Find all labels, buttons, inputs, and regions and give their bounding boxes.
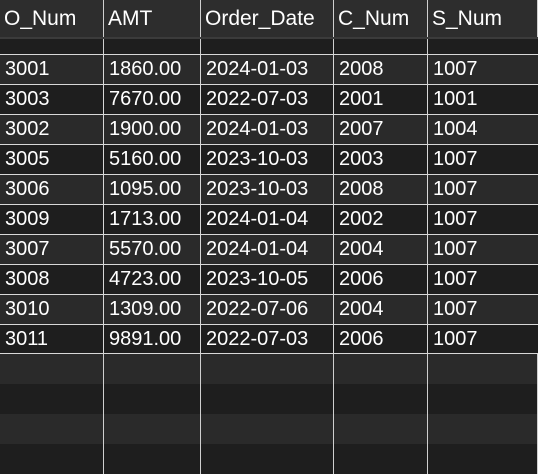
cell-amt[interactable]: 1860.00 <box>104 55 201 84</box>
empty-cell <box>334 414 428 444</box>
cell-s-num[interactable]: 1007 <box>433 208 478 230</box>
cell-c-num[interactable]: 2006 <box>334 265 428 294</box>
table-row[interactable]: 3005 5160.00 2023-10-03 2003 1007 <box>0 144 538 174</box>
cell-order-date[interactable]: 2024-01-04 <box>201 205 334 234</box>
cell-amt[interactable]: 5160.00 <box>104 145 201 174</box>
empty-cell <box>334 384 428 414</box>
empty-cell <box>0 384 104 414</box>
header-row: O_Num AMT Order_Date C_Num S_Num <box>0 0 538 37</box>
cell-s-num[interactable]: 1007 <box>433 268 478 290</box>
cell-s-num[interactable]: 1007 <box>433 148 478 170</box>
column-header-order-date[interactable]: Order_Date <box>201 0 334 37</box>
cell-amt[interactable]: 1095.00 <box>104 175 201 204</box>
empty-cell <box>0 444 104 474</box>
empty-cell <box>334 39 428 54</box>
cell-c-num[interactable]: 2004 <box>334 235 428 264</box>
cell-o-num[interactable]: 3006 <box>0 175 104 204</box>
grid-gap <box>0 39 538 54</box>
cell-order-date[interactable]: 2022-07-03 <box>201 85 334 114</box>
table-row[interactable]: 3003 7670.00 2022-07-03 2001 1001 <box>0 84 538 114</box>
empty-cell <box>201 39 334 54</box>
cell-o-num[interactable]: 3005 <box>0 145 104 174</box>
empty-row <box>0 354 538 384</box>
cell-order-date[interactable]: 2024-01-03 <box>201 55 334 84</box>
column-header-amt[interactable]: AMT <box>104 0 201 37</box>
cell-o-num[interactable]: 3009 <box>0 205 104 234</box>
cell-amt[interactable]: 9891.00 <box>104 325 201 353</box>
empty-cell <box>428 444 538 474</box>
cell-c-num[interactable]: 2008 <box>334 55 428 84</box>
cell-order-date[interactable]: 2023-10-03 <box>201 175 334 204</box>
cell-c-num[interactable]: 2004 <box>334 295 428 324</box>
empty-cell <box>104 39 201 54</box>
empty-cell <box>428 39 538 54</box>
cell-o-num[interactable]: 3008 <box>0 265 104 294</box>
cell-o-num[interactable]: 3003 <box>0 85 104 114</box>
cell-o-num[interactable]: 3010 <box>0 295 104 324</box>
cell-order-date[interactable]: 2023-10-05 <box>201 265 334 294</box>
cell-s-num[interactable]: 1007 <box>433 327 478 350</box>
table-row[interactable]: 3006 1095.00 2023-10-03 2008 1007 <box>0 174 538 204</box>
column-header-s-num[interactable]: S_Num <box>428 0 538 37</box>
cell-s-num[interactable]: 1004 <box>433 118 478 140</box>
cell-amt[interactable]: 7670.00 <box>104 85 201 114</box>
empty-cell <box>0 414 104 444</box>
cell-c-num[interactable]: 2001 <box>334 85 428 114</box>
table-row[interactable]: 3007 5570.00 2024-01-04 2004 1007 <box>0 234 538 264</box>
cell-order-date[interactable]: 2023-10-03 <box>201 145 334 174</box>
cell-c-num[interactable]: 2006 <box>334 325 428 353</box>
empty-cell <box>104 384 201 414</box>
cell-o-num[interactable]: 3002 <box>0 115 104 144</box>
empty-cell <box>0 39 104 54</box>
empty-cell <box>428 384 538 414</box>
empty-cell <box>334 444 428 474</box>
cell-o-num[interactable]: 3011 <box>0 325 104 353</box>
empty-row <box>0 384 538 414</box>
header-divider <box>0 37 538 39</box>
cell-s-num[interactable]: 1001 <box>433 88 478 110</box>
cell-amt[interactable]: 1309.00 <box>104 295 201 324</box>
empty-row <box>0 444 538 474</box>
column-header-c-num[interactable]: C_Num <box>334 0 428 37</box>
cell-s-num[interactable]: 1007 <box>433 58 478 80</box>
table-row[interactable]: 3001 1860.00 2024-01-03 2008 1007 <box>0 54 538 84</box>
cell-amt[interactable]: 4723.00 <box>104 265 201 294</box>
empty-cell <box>104 354 201 384</box>
empty-cell <box>104 414 201 444</box>
cell-amt[interactable]: 1900.00 <box>104 115 201 144</box>
cell-order-date[interactable]: 2022-07-06 <box>201 295 334 324</box>
cell-s-num[interactable]: 1007 <box>433 178 478 200</box>
empty-cell <box>428 354 538 384</box>
cell-order-date[interactable]: 2024-01-04 <box>201 235 334 264</box>
empty-cell <box>334 354 428 384</box>
cell-o-num[interactable]: 3001 <box>0 55 104 84</box>
cell-order-date[interactable]: 2022-07-03 <box>201 325 334 353</box>
empty-cell <box>201 444 334 474</box>
empty-cell <box>104 444 201 474</box>
table-row[interactable]: 3002 1900.00 2024-01-03 2007 1004 <box>0 114 538 144</box>
cell-s-num[interactable]: 1007 <box>433 298 478 320</box>
empty-cell <box>0 354 104 384</box>
column-header-o-num[interactable]: O_Num <box>0 0 104 37</box>
table-row[interactable]: 3009 1713.00 2024-01-04 2002 1007 <box>0 204 538 234</box>
cell-c-num[interactable]: 2008 <box>334 175 428 204</box>
cell-order-date[interactable]: 2024-01-03 <box>201 115 334 144</box>
table-row[interactable]: 3011 9891.00 2022-07-03 2006 1007 <box>0 324 538 354</box>
empty-cell <box>201 354 334 384</box>
cell-amt[interactable]: 1713.00 <box>104 205 201 234</box>
empty-cell <box>428 414 538 444</box>
cell-amt[interactable]: 5570.00 <box>104 235 201 264</box>
empty-cell <box>201 384 334 414</box>
cell-c-num[interactable]: 2007 <box>334 115 428 144</box>
empty-cell <box>201 414 334 444</box>
cell-c-num[interactable]: 2003 <box>334 145 428 174</box>
cell-c-num[interactable]: 2002 <box>334 205 428 234</box>
cell-s-num[interactable]: 1007 <box>433 238 478 260</box>
table-row[interactable]: 3010 1309.00 2022-07-06 2004 1007 <box>0 294 538 324</box>
cell-o-num[interactable]: 3007 <box>0 235 104 264</box>
table-row[interactable]: 3008 4723.00 2023-10-05 2006 1007 <box>0 264 538 294</box>
empty-row <box>0 414 538 444</box>
